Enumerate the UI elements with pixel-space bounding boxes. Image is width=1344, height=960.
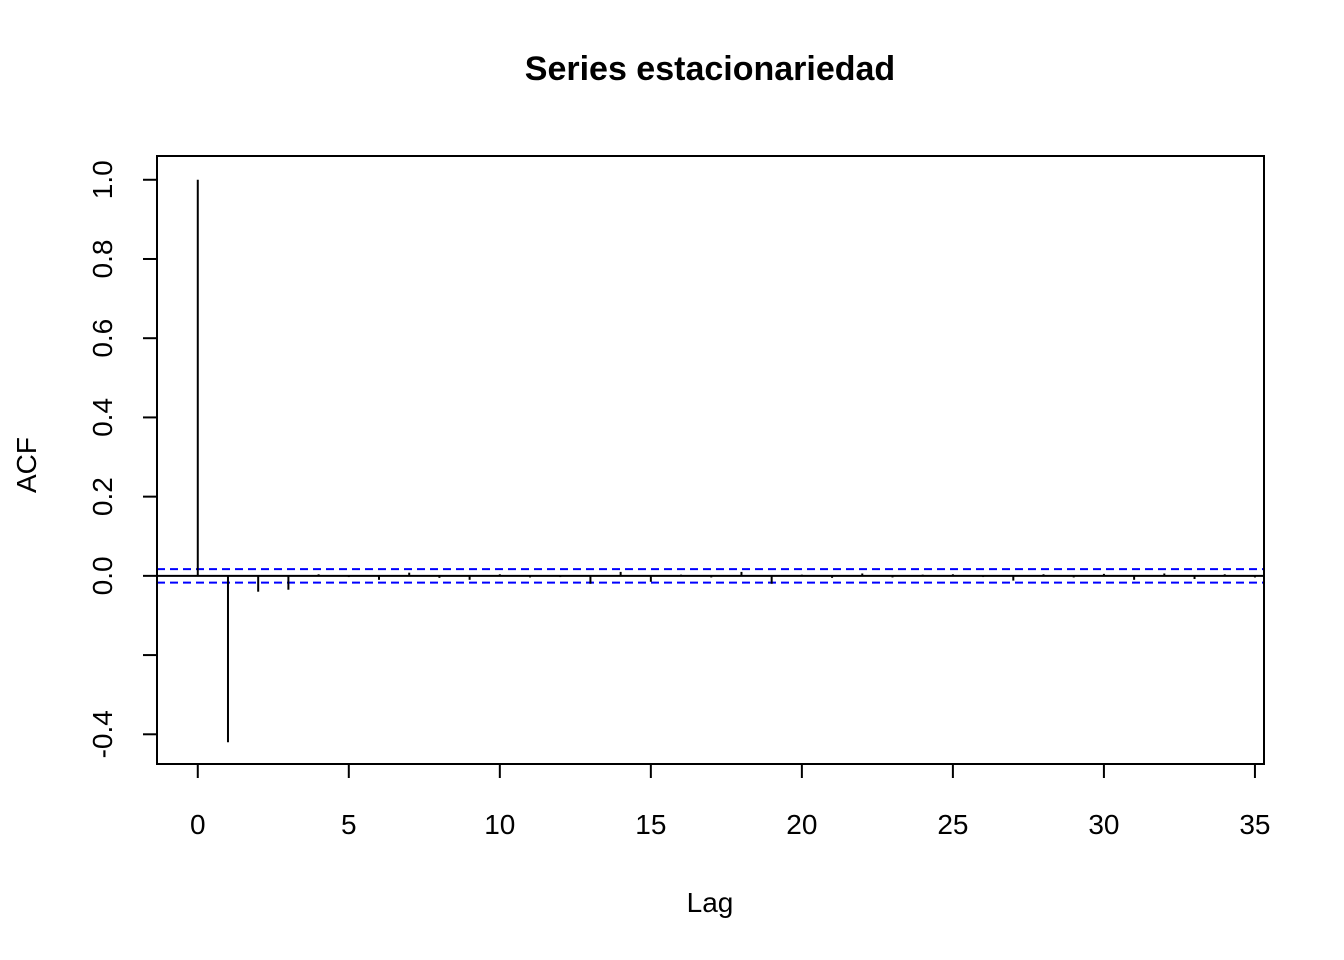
x-tick-label: 0	[190, 809, 206, 840]
y-axis-label: ACF	[11, 437, 42, 493]
y-tick-label: -0.4	[87, 710, 118, 758]
chart-title: Series estacionariedad	[525, 50, 895, 88]
plot-frame	[156, 155, 1265, 765]
y-tick-label: 0.6	[87, 319, 118, 358]
x-axis: 0 5 10 15 20 25 30 35	[190, 763, 1271, 840]
x-tick-label: 15	[635, 809, 666, 840]
x-tick-label: 35	[1239, 809, 1270, 840]
plot-area	[157, 179, 1264, 743]
y-tick-label: 1.0	[87, 160, 118, 199]
x-tick-label: 5	[341, 809, 357, 840]
x-tick-label: 10	[484, 809, 515, 840]
y-tick-label: 0.4	[87, 398, 118, 437]
y-tick-label: 0.0	[87, 556, 118, 595]
x-tick-label: 30	[1088, 809, 1119, 840]
y-tick-label: 0.2	[87, 477, 118, 516]
x-tick-label: 25	[937, 809, 968, 840]
y-tick-label: 0.8	[87, 240, 118, 279]
x-tick-label: 20	[786, 809, 817, 840]
y-axis: -0.4 0.0 0.2 0.4 0.6 0.8 1.0	[87, 160, 158, 758]
x-axis-label: Lag	[687, 887, 734, 918]
